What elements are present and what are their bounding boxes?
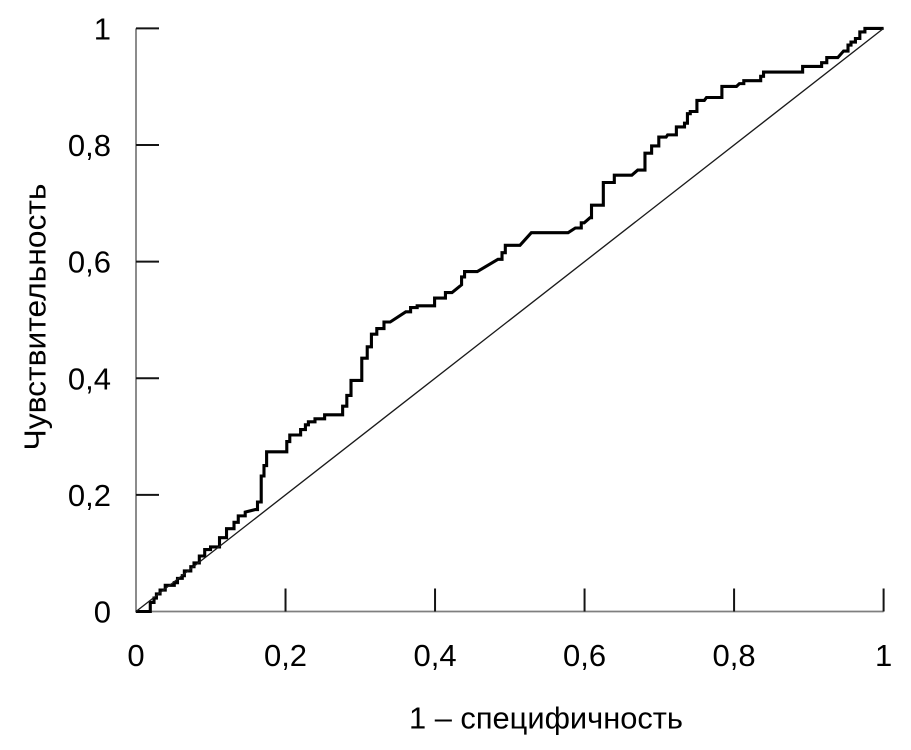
x-tick-label: 0,8 (713, 638, 756, 673)
y-tick-label: 1 (94, 11, 111, 46)
y-tick-label: 0,6 (68, 245, 111, 280)
diagonal-reference-path (135, 27, 885, 613)
x-tick-label: 0 (127, 638, 144, 673)
x-tick-label: 0,6 (563, 638, 606, 673)
y-tick-label: 0,2 (68, 478, 111, 513)
x-tick-label: 1 (875, 638, 892, 673)
x-axis-title: 1 – специфичность (409, 701, 683, 736)
x-tick-label: 0,4 (413, 638, 456, 673)
roc-curve-path (136, 26, 884, 614)
x-tick-label: 0,2 (264, 638, 307, 673)
y-tick-label: 0 (94, 595, 111, 630)
y-tick-label: 0,4 (68, 361, 111, 396)
y-axis-title: Чувствительность (18, 184, 53, 451)
chart-plot-area: 0 0,2 0,4 0,6 0,8 1 0 0,2 0,4 0,6 0,8 1 (68, 11, 892, 672)
y-tick-label: 0,8 (68, 128, 111, 163)
